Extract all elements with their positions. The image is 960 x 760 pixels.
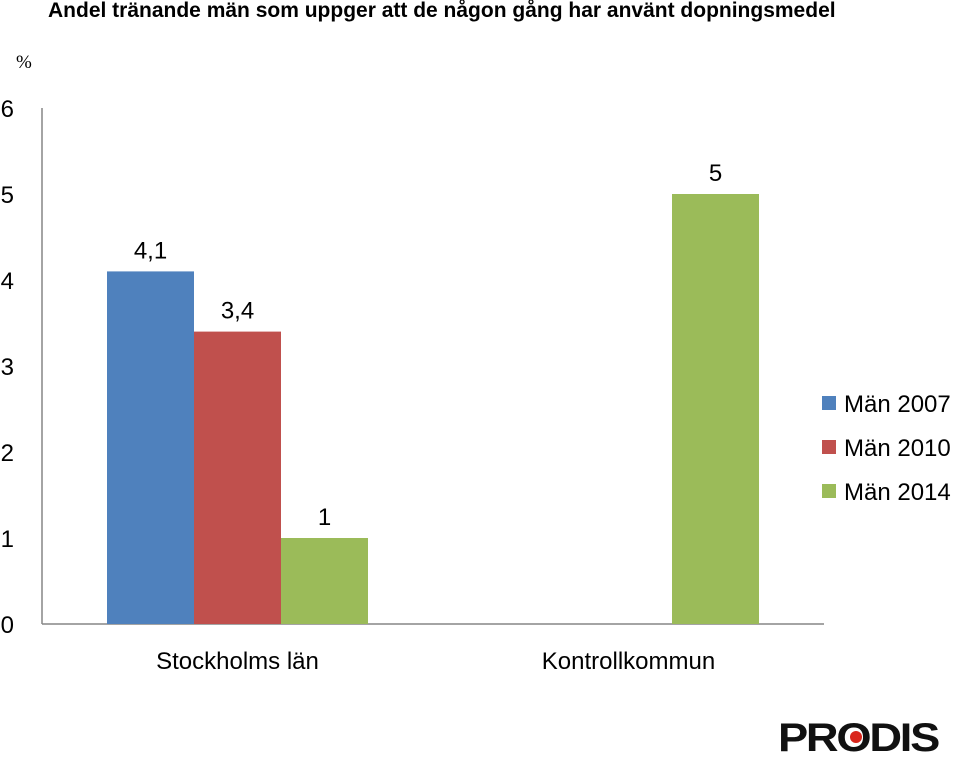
prodis-logo: PRODIS: [778, 716, 940, 756]
legend-label: Män 2010: [844, 435, 951, 462]
legend-swatch: [822, 440, 836, 454]
bar-chart: 0 1 2 3 4 5 6 4,1 3,4 1 Stockholms län 5 Kontrollkom…: [1, 96, 951, 675]
y-tick-label: 0: [1, 612, 14, 639]
y-tick-label: 6: [1, 96, 14, 123]
bar-män-2010-0: [194, 331, 281, 624]
y-tick-label: 2: [1, 440, 14, 467]
prodis-logo-dot: [850, 731, 862, 743]
legend-label: Män 2007: [844, 391, 951, 418]
chart-title: Andel tränande män som uppger att de någ…: [48, 0, 836, 22]
y-tick-label: 3: [1, 354, 14, 381]
x-tick-label: Kontrollkommun: [542, 648, 715, 675]
y-tick-label: 4: [1, 268, 14, 295]
y-axis-unit-label: %: [16, 52, 32, 73]
legend-swatch: [822, 396, 836, 410]
data-label: 3,4: [221, 298, 254, 325]
legend-label: Män 2014: [844, 479, 951, 506]
legend-swatch: [822, 484, 836, 498]
data-label: 4,1: [134, 237, 167, 264]
bar-män-2014-1: [672, 194, 759, 624]
y-tick-label: 5: [1, 182, 14, 209]
y-tick-label: 1: [1, 526, 14, 553]
data-label: 5: [709, 160, 722, 187]
bar-män-2007-0: [107, 271, 194, 624]
bar-män-2014-0: [281, 538, 368, 624]
x-tick-label: Stockholms län: [156, 648, 319, 675]
data-label: 1: [318, 504, 331, 531]
